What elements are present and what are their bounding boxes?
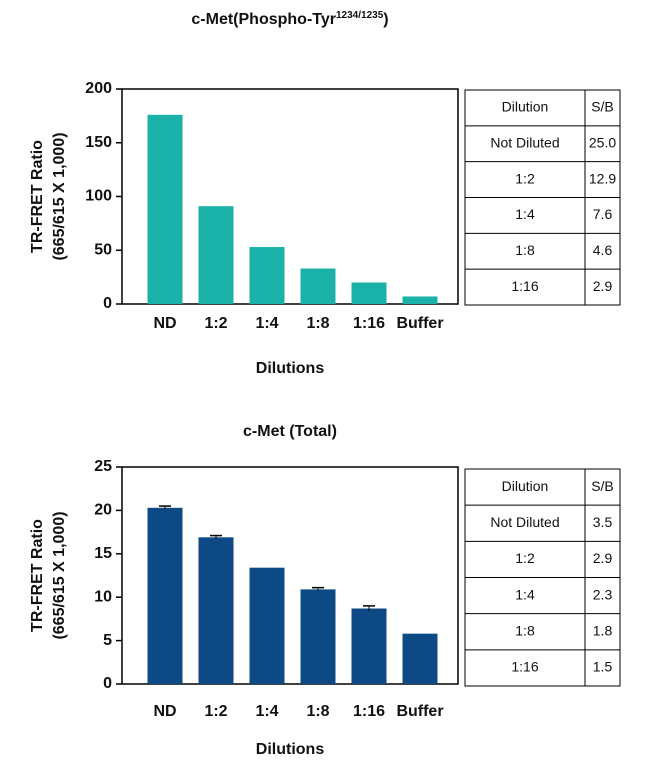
y-tick-label: 100: [85, 188, 112, 205]
table-cell: 1:4: [515, 206, 535, 222]
y-tick-label: 25: [94, 458, 112, 475]
y-tick-label: 200: [85, 80, 112, 97]
x-tick-label: 1:16: [353, 703, 385, 720]
table-cell: S/B: [591, 478, 614, 494]
error-bar: [159, 505, 171, 510]
y-tick-label: 0: [103, 675, 112, 692]
table-cell: Dilution: [502, 478, 549, 494]
bar: [402, 633, 438, 684]
table-cell: 1.8: [593, 622, 613, 638]
chart-title: c-Met(Phospho-Tyr1234/1235): [191, 10, 388, 29]
table-cell: S/B: [591, 99, 614, 115]
table-cell: 1:16: [511, 278, 538, 294]
table-cell: 1:2: [515, 170, 535, 186]
y-tick-label: 150: [85, 134, 112, 151]
y-tick-label: 0: [103, 295, 112, 312]
table-cell: 1:4: [515, 586, 535, 602]
x-tick-label: ND: [153, 315, 176, 332]
y-tick-label: 20: [94, 502, 112, 519]
table-cell: 25.0: [589, 134, 616, 150]
title-end: ): [383, 11, 388, 28]
bar: [147, 507, 183, 684]
bar: [402, 296, 438, 304]
bar: [351, 608, 387, 684]
bar: [300, 268, 336, 304]
error-bar: [210, 534, 222, 540]
x-tick-label: Buffer: [396, 315, 443, 332]
bar: [198, 537, 234, 684]
bar: [300, 589, 336, 684]
y-axis-label: TR-FRET Ratio: [29, 519, 46, 632]
x-tick-label: 1:2: [204, 703, 227, 720]
bar: [147, 114, 183, 304]
table-cell: 1:8: [515, 622, 535, 638]
y-axis-label: (665/615 X 1,000): [51, 132, 68, 260]
chart-title: c-Met (Total): [243, 423, 337, 440]
bar: [351, 282, 387, 304]
table-cell: 2.9: [593, 278, 613, 294]
table-cell: 3.5: [593, 514, 613, 530]
table-cell: 4.6: [593, 242, 613, 258]
y-tick-label: 10: [94, 588, 112, 605]
x-axis-label: Dilutions: [256, 741, 325, 758]
table-cell: 1.5: [593, 659, 613, 675]
y-axis-label: TR-FRET Ratio: [29, 140, 46, 253]
table-cell: 1:2: [515, 550, 535, 566]
title-superscript: 1234/1235: [336, 10, 384, 21]
bar: [249, 247, 285, 304]
title-text: c-Met (Total): [243, 423, 337, 440]
y-tick-label: 15: [94, 545, 112, 562]
x-tick-label: 1:8: [306, 315, 329, 332]
x-tick-label: 1:4: [255, 315, 278, 332]
title-text: c-Met(Phospho-Tyr: [191, 11, 336, 28]
bar: [249, 567, 285, 684]
x-tick-label: 1:2: [204, 315, 227, 332]
table-cell: 12.9: [589, 170, 616, 186]
x-tick-label: Buffer: [396, 703, 443, 720]
table-cell: 1:8: [515, 242, 535, 258]
error-bar: [312, 586, 324, 592]
x-tick-label: 1:8: [306, 703, 329, 720]
y-axis-label: (665/615 X 1,000): [51, 511, 68, 639]
y-tick-label: 5: [103, 632, 112, 649]
plot-frame: [121, 466, 459, 685]
table-cell: 2.3: [593, 586, 613, 602]
y-tick-label: 50: [94, 241, 112, 258]
table-cell: Not Diluted: [490, 134, 559, 150]
table-cell: 7.6: [593, 206, 613, 222]
x-tick-label: 1:4: [255, 703, 278, 720]
plot-frame: [121, 88, 459, 305]
table-cell: 1:16: [511, 659, 538, 675]
x-tick-label: ND: [153, 703, 176, 720]
table-cell: 2.9: [593, 550, 613, 566]
x-tick-label: 1:16: [353, 315, 385, 332]
error-bar: [363, 605, 375, 612]
bar: [198, 206, 234, 304]
table-cell: Not Diluted: [490, 514, 559, 530]
table-cell: Dilution: [502, 99, 549, 115]
x-axis-label: Dilutions: [256, 360, 325, 377]
